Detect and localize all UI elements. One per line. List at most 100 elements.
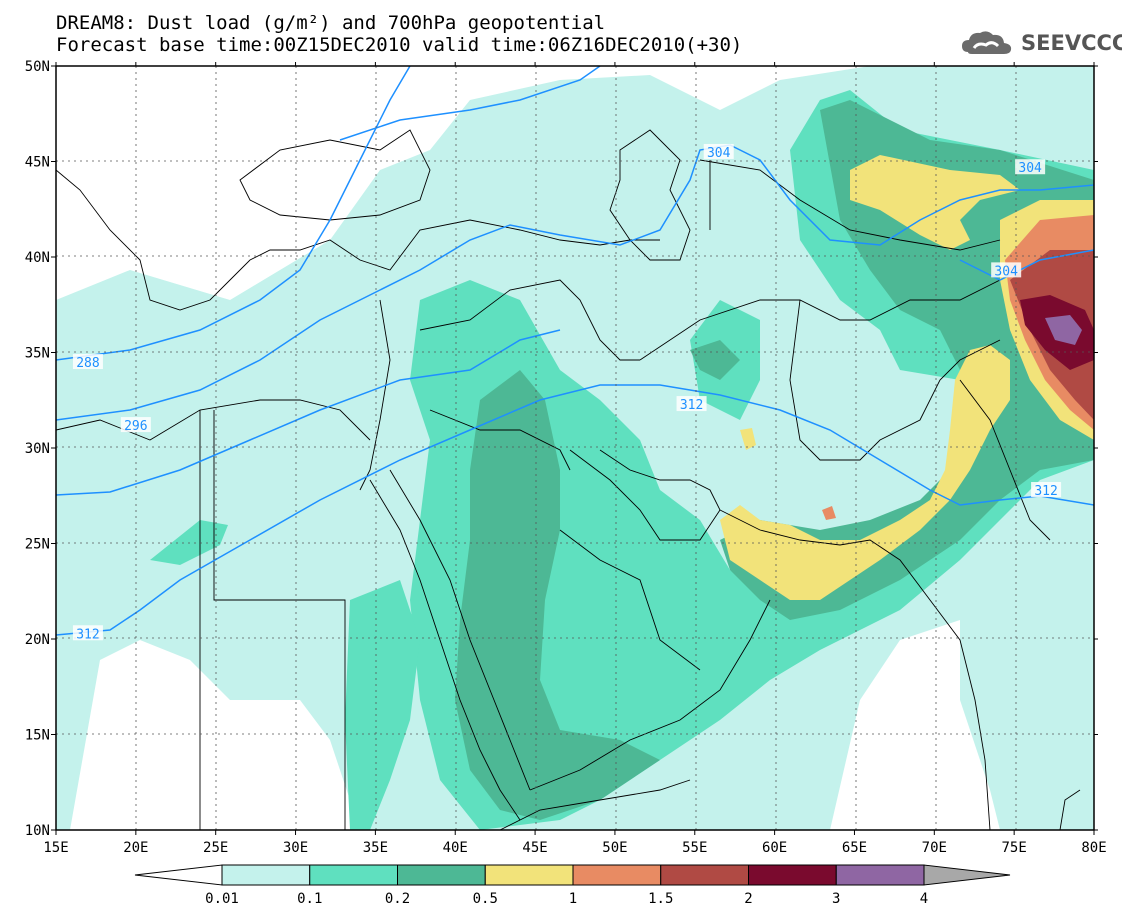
lon-label: 65E [842,840,867,856]
colorbar: 0.01 0.1 0.2 0.5 1 1.5 2 3 4 [134,864,1011,907]
dust-band-0.5 [740,428,756,450]
colorbar-bin [397,864,486,886]
contour-label-bg [991,262,1022,278]
coastlines [56,129,1081,830]
lon-label: 25E [203,840,228,856]
lat-label: 15N [25,728,50,744]
lat-label: 30N [25,441,50,457]
colorbar-label: 1.5 [648,891,673,907]
border-line [213,410,346,830]
colorbar-bin [221,864,311,886]
contour-label-bg [1015,159,1046,175]
dust-band-3 [1045,315,1082,345]
logo-text: SEEVCCC [1021,31,1122,55]
contour-label-bg [72,625,103,641]
contour-label: 304 [707,146,731,161]
dust-band-1 [822,506,836,520]
dust-band-0.5 [850,155,1020,250]
colorbar-label: 0.2 [385,891,410,907]
lat-label: 50N [25,59,50,75]
contour-288 [56,66,411,361]
colorbar-under-arrow [134,864,223,886]
coastline-somalia [499,779,691,830]
contour-label: 312 [680,398,703,413]
colorbar-label: 0.5 [473,891,498,907]
contour-label: 296 [124,419,147,434]
border-line [699,159,1001,251]
lon-label: 70E [922,840,947,856]
gridlines [56,66,1094,830]
dust-band-0.2 [690,340,740,380]
colorbar-bin [572,864,662,886]
lat-label: 25N [25,537,50,553]
contour-296 [56,144,1094,421]
dust-band-0.01 [56,310,360,440]
dust-band-0.2 [455,370,660,820]
lon-label: 80E [1081,840,1106,856]
contour-label-bg [703,143,734,159]
contour-312 [56,384,1094,636]
colorbar-label: 1 [569,891,577,907]
lon-label: 75E [1002,840,1027,856]
colorbar-bin [748,864,837,886]
lon-axis: 15E 20E 25E 30E 35E 40E 45E 50E 55E 60E 65E 70E 75E 8… [43,62,1107,856]
coastline-red-sea [369,479,521,821]
coastline-sri [1059,789,1081,830]
dust-band-0.1 [345,580,420,830]
lon-label: 60E [762,840,787,856]
lon-label: 50E [602,840,627,856]
border-line [559,529,701,671]
coastline-red-sea-east [389,469,531,791]
contour-labels: 288 296 312 304 304 304 312 312 [72,143,1062,642]
border-line [429,409,571,471]
lon-label: 30E [283,840,308,856]
colorbar-bin [309,864,398,886]
lon-label: 40E [443,840,468,856]
colorbar-label: 0.1 [297,891,322,907]
lon-label: 45E [522,840,547,856]
geopotential-contours [56,66,1094,636]
map-subtitle: Forecast base time:00Z15DEC2010 valid ti… [56,34,743,56]
coastline-black-sea [239,129,431,221]
lon-label: 55E [682,840,707,856]
colorbar-label: 4 [920,891,928,907]
contour-label-bg [120,417,151,433]
border-line [789,299,1001,461]
lat-axis: 50N 45N 40N 35N 30N 25N 20N 15N 10N [25,59,1098,839]
lat-label: 20N [25,632,50,648]
contour-label-bg [1031,482,1062,498]
coastline-europe [56,169,660,311]
map-title: DREAM8: Dust load (g/m²) and 700hPa geop… [56,12,606,34]
contour-label: 312 [76,627,99,642]
coastline-caspian [609,129,691,261]
contour-label-bg [72,354,103,370]
lat-label: 45N [25,155,50,171]
contour-296-north [339,66,601,141]
cloud-icon [962,31,1012,54]
lat-label: 10N [25,823,50,839]
contour-label: 304 [1018,161,1042,176]
border-line [639,279,1001,361]
contour-label: 288 [76,356,99,371]
border-line [419,279,640,361]
colorbar-label: 2 [744,891,752,907]
coastline-arabia-south [529,599,771,791]
lon-label: 35E [363,840,388,856]
coastline-iran-south [719,509,991,830]
dust-band-0.5 [720,345,1010,600]
contour-label-bg [676,396,707,412]
dust-band-0.1 [150,520,228,565]
coastline-africa-north [56,399,371,441]
colorbar-label: 0.01 [205,891,239,907]
lon-label: 15E [43,840,68,856]
lon-label: 20E [123,840,148,856]
lat-label: 35N [25,346,50,362]
lat-label: 40N [25,250,50,266]
colorbar-bin [835,864,925,886]
colorbar-bin [660,864,749,886]
dust-fields [56,66,1094,830]
colorbar-bin [484,864,574,886]
colorbar-label: 3 [832,891,840,907]
border-line [959,379,1051,541]
